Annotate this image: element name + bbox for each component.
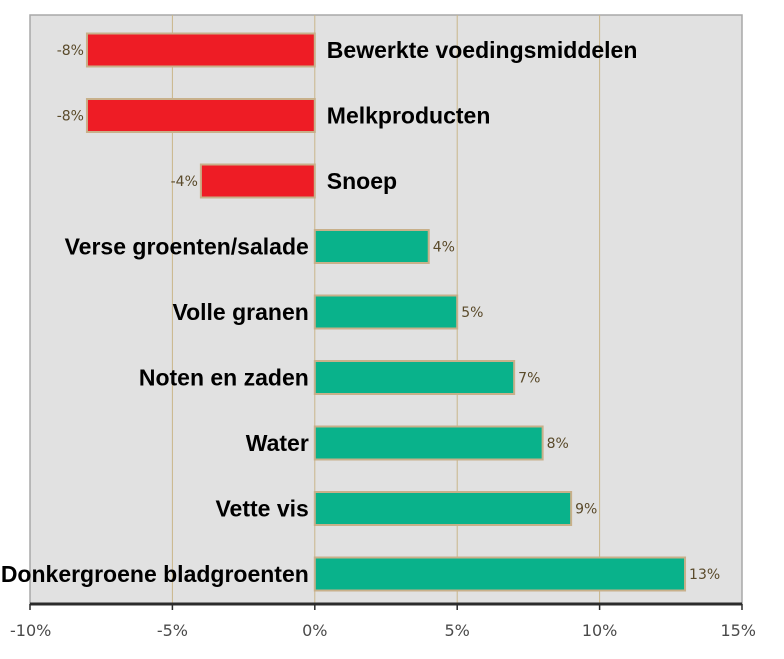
bar <box>313 425 544 461</box>
bar <box>313 556 687 592</box>
value-label: 8% <box>547 436 569 452</box>
value-labels: -8% -8% -4% 4% 5% 7% 8% 9% 13% <box>57 43 720 583</box>
tick-label: 0% <box>302 621 327 640</box>
tick-label: -10% <box>10 621 51 640</box>
category-label: Melkproducten <box>327 103 491 129</box>
tick-label: 10% <box>582 621 618 640</box>
category-label: Water <box>246 430 309 456</box>
category-label: Snoep <box>327 168 397 194</box>
category-label: Volle granen <box>172 299 308 325</box>
x-axis-ticks: -10% -5% 0% 5% 10% 15% <box>10 604 756 640</box>
value-label: 9% <box>575 502 597 518</box>
value-label: 7% <box>518 371 540 387</box>
value-label: -4% <box>171 174 198 190</box>
category-labels: Bewerkte voedingsmiddelen Melkproducten Sn… <box>1 37 638 587</box>
value-label: 5% <box>461 305 483 321</box>
bars <box>85 32 687 592</box>
value-label: -8% <box>57 43 84 59</box>
category-label: Noten en zaden <box>139 365 309 391</box>
bar <box>313 294 459 330</box>
value-label: -8% <box>57 109 84 125</box>
tick-label: 15% <box>720 621 756 640</box>
category-label: Vette vis <box>215 496 308 522</box>
value-label: 4% <box>433 240 455 256</box>
category-label: Verse groenten/salade <box>65 234 309 260</box>
value-label: 13% <box>689 567 720 583</box>
tick-label: -5% <box>157 621 188 640</box>
category-label: Donkergroene bladgroenten <box>1 561 309 587</box>
bar <box>199 163 316 199</box>
category-label: Bewerkte voedingsmiddelen <box>327 37 638 63</box>
bar <box>313 491 573 526</box>
bar <box>85 32 316 68</box>
bar <box>313 229 430 264</box>
bar <box>85 98 316 133</box>
bar <box>313 360 516 395</box>
tick-label: 5% <box>445 621 470 640</box>
